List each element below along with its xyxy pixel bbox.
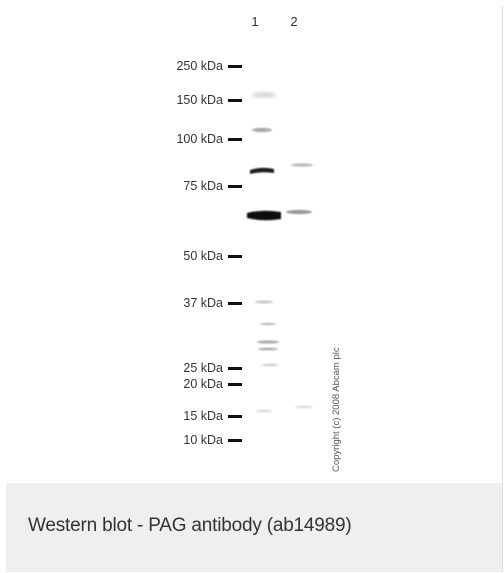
marker-tick-50 (228, 255, 242, 258)
marker-label-250: 250 kDa (176, 59, 223, 73)
marker-tick-20 (228, 383, 242, 386)
marker-tick-150 (228, 99, 242, 102)
band-faint (295, 405, 313, 409)
marker-tick-37 (228, 302, 242, 305)
marker-tick-75 (228, 185, 242, 188)
marker-label-37: 37 kDa (183, 296, 223, 310)
band-faint (286, 209, 312, 215)
band-faint (252, 92, 276, 98)
marker-tick-25 (228, 367, 242, 370)
band-faint (260, 322, 276, 326)
lane-label-1: 1 (251, 14, 258, 29)
marker-ticks (228, 65, 242, 442)
blot-svg: 1 2 250 kDa 150 kDa 100 kDa 75 kDa 50 kD… (176, 14, 342, 472)
band-faint (255, 300, 273, 304)
band-faint (257, 340, 279, 344)
western-blot-image: 1 2 250 kDa 150 kDa 100 kDa 75 kDa 50 kD… (6, 6, 502, 483)
lane-2-bands (286, 163, 313, 409)
band-faint (262, 363, 278, 367)
marker-label-20: 20 kDa (183, 377, 223, 391)
marker-label-150: 150 kDa (176, 93, 223, 107)
marker-tick-15 (228, 415, 242, 418)
image-caption: Western blot - PAG antibody (ab14989) (28, 515, 352, 536)
band-faint (252, 127, 272, 133)
marker-label-100: 100 kDa (176, 132, 223, 146)
marker-label-15: 15 kDa (183, 409, 223, 423)
marker-label-25: 25 kDa (183, 361, 223, 375)
caption-bar: Western blot - PAG antibody (ab14989) (6, 483, 502, 572)
marker-tick-250 (228, 65, 242, 68)
band-faint (291, 163, 313, 167)
lane-label-2: 2 (290, 14, 297, 29)
band-faint (258, 347, 278, 351)
copyright-watermark: Copyright (c) 2008 Abcam plc (331, 347, 342, 472)
band-faint (256, 409, 272, 413)
marker-tick-100 (228, 138, 242, 141)
marker-tick-10 (228, 439, 242, 442)
marker-label-10: 10 kDa (183, 433, 223, 447)
band-strong (250, 167, 274, 174)
lane-1-bands (247, 92, 281, 413)
band-strongest (247, 210, 281, 221)
marker-label-75: 75 kDa (183, 179, 223, 193)
marker-label-50: 50 kDa (183, 249, 223, 263)
